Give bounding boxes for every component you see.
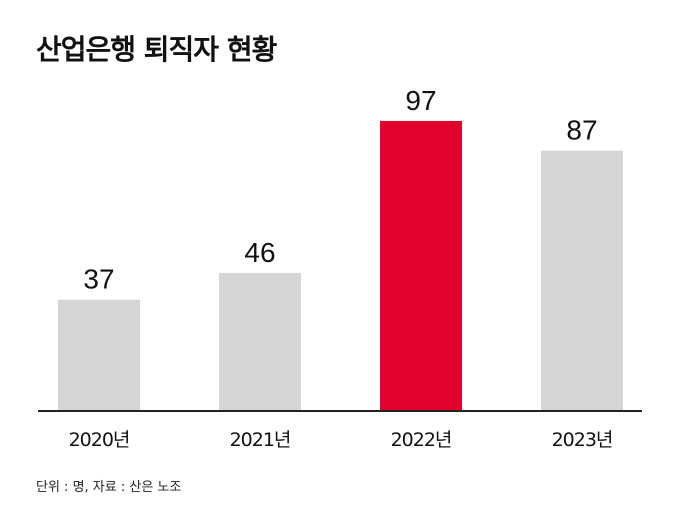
- bar-value-label: 46: [244, 237, 275, 268]
- bar-value-label: 97: [405, 85, 436, 116]
- bar-1: [58, 299, 140, 410]
- bar-chart: 37 2020년 46 2021년 97 2022년 87 2023년: [38, 85, 642, 451]
- x-tick-label: 2022년: [391, 429, 452, 451]
- bars-group: [58, 120, 623, 411]
- bar-value-label: 37: [83, 264, 114, 295]
- bar-4: [541, 150, 623, 411]
- x-tick-label: 2020년: [69, 429, 130, 451]
- x-tick-label: 2021년: [230, 429, 291, 451]
- chart-title: 산업은행 퇴직자 현황: [36, 33, 277, 66]
- x-tick-label: 2023년: [552, 429, 613, 451]
- bar-value-label: 87: [566, 115, 597, 146]
- labels-group: 37 2020년 46 2021년 97 2022년 87 2023년: [69, 85, 614, 451]
- bar-2: [219, 272, 301, 410]
- bar-3: [380, 120, 462, 410]
- source-note: 단위 : 명, 자료 : 산은 노조: [36, 480, 182, 495]
